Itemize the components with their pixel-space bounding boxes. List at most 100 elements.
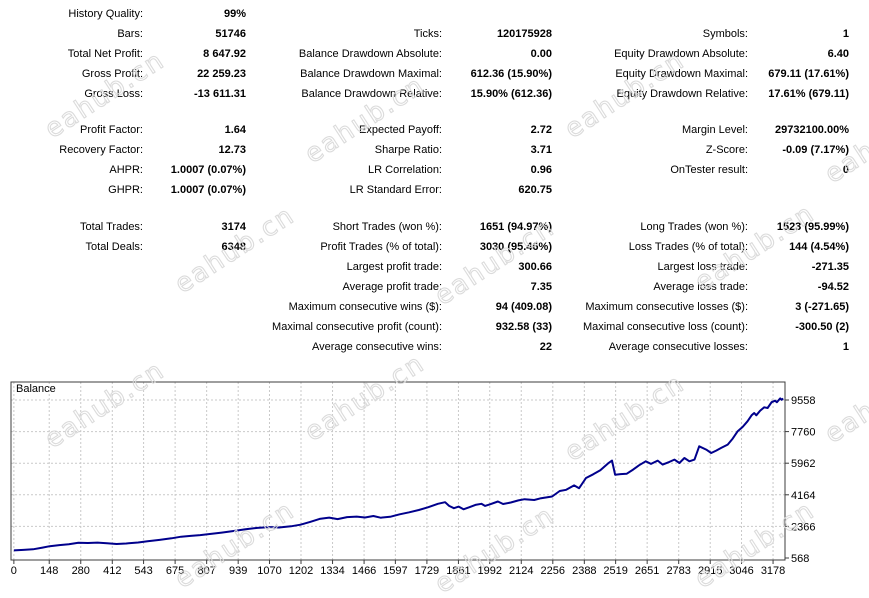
stat-label: Average profit trade: (342, 281, 442, 293)
stat-value: 144 (4.54%) (789, 241, 849, 253)
stats-block: Total Trades: 3174 Short Trades (won %): 16… (0, 217, 869, 357)
stat-row: Maximal consecutive profit (count): 932.5… (0, 317, 869, 337)
x-tick-label: 1070 (257, 565, 281, 577)
stat-value: 6348 (221, 241, 246, 253)
stat-value: 0 (842, 164, 849, 176)
y-tick-label: 9558 (791, 395, 815, 407)
y-tick-label: 4164 (791, 490, 815, 502)
stat-label: Symbols: (702, 28, 748, 40)
stat-row: Gross Profit: 22 259.23 Balance Drawdown M… (0, 64, 869, 84)
stat-label: Expected Payoff: (359, 124, 442, 136)
stat-value: 1 (842, 28, 849, 40)
stat-label: Largest loss trade: (657, 261, 749, 273)
stat-label: History Quality: (68, 8, 143, 20)
stat-value: 94 (409.08) (495, 301, 552, 313)
balance-line (13, 397, 784, 552)
stat-row: Largest profit trade: 300.66 Largest loss … (0, 257, 869, 277)
stat-value: 22 (539, 341, 552, 353)
x-tick-label: 280 (72, 565, 90, 577)
stat-label: Profit Trades (% of total): (320, 241, 442, 253)
chart-title: Balance (16, 383, 56, 395)
stat-label: GHPR: (108, 184, 143, 196)
stat-value: 99% (223, 8, 246, 20)
stat-row: Total Deals: 6348 Profit Trades (% of tota… (0, 237, 869, 257)
stat-label: Balance Drawdown Relative: (301, 88, 442, 100)
x-tick-label: 1334 (320, 565, 344, 577)
stat-label: Maximum consecutive wins ($): (288, 301, 442, 313)
stat-value: 1.0007 (0.07%) (170, 184, 246, 196)
x-tick-label: 148 (40, 565, 58, 577)
x-tick-label: 1861 (446, 565, 470, 577)
stat-label: Equity Drawdown Maximal: (615, 68, 748, 80)
stat-label: Average loss trade: (653, 281, 748, 293)
stat-row: Total Trades: 3174 Short Trades (won %): 16… (0, 217, 869, 237)
stat-label: Z-Score: (705, 144, 748, 156)
x-tick-label: 0 (11, 565, 17, 577)
stat-value: -0.09 (7.17%) (782, 144, 849, 156)
stat-row: Gross Loss: -13 611.31 Balance Drawdown Re… (0, 84, 869, 104)
stat-row: Recovery Factor: 12.73 Sharpe Ratio: 3.71 Z-… (0, 140, 869, 160)
x-tick-label: 3178 (761, 565, 785, 577)
stat-row: GHPR: 1.0007 (0.07%) LR Standard Error: 620… (0, 180, 869, 200)
stat-value: 7.35 (530, 281, 552, 293)
x-tick-label: 2519 (603, 565, 627, 577)
stat-value: 3.71 (530, 144, 552, 156)
x-tick-label: 807 (197, 565, 215, 577)
stat-row: Bars: 51746 Ticks: 120175928 Symbols: 1 (0, 24, 869, 44)
stat-label: Recovery Factor: (59, 144, 143, 156)
stat-value: 612.36 (15.90%) (470, 68, 552, 80)
stat-row: Total Net Profit: 8 647.92 Balance Drawdow… (0, 44, 869, 64)
stat-value: 1523 (95.99%) (776, 221, 849, 233)
stat-value: -13 611.31 (194, 88, 246, 100)
stat-label: Gross Profit: (81, 68, 143, 80)
stat-label: OnTester result: (670, 164, 748, 176)
stat-label: Maximal consecutive profit (count): (272, 321, 442, 333)
stat-value: 15.90% (612.36) (470, 88, 552, 100)
x-tick-label: 939 (229, 565, 247, 577)
stat-value: 1.0007 (0.07%) (170, 164, 246, 176)
x-tick-label: 675 (166, 565, 184, 577)
stat-value: 3 (-271.65) (795, 301, 849, 313)
stat-value: -94.52 (817, 281, 849, 293)
stats-block: Profit Factor: 1.64 Expected Payoff: 2.72 Ma… (0, 120, 869, 200)
x-tick-label: 1597 (383, 565, 407, 577)
y-tick-label: 5962 (791, 458, 815, 470)
stat-value: 2.72 (530, 124, 552, 136)
stat-label: Total Net Profit: (67, 48, 143, 60)
stat-value: 120175928 (496, 28, 552, 40)
stat-label: LR Correlation: (368, 164, 442, 176)
stat-row: Average profit trade: 7.35 Average loss tr… (0, 277, 869, 297)
stat-value: 6.40 (827, 48, 849, 60)
stat-value: 12.73 (218, 144, 246, 156)
stat-label: Bars: (117, 28, 143, 40)
stat-value: 300.66 (518, 261, 552, 273)
stat-label: Average consecutive losses: (608, 341, 748, 353)
x-tick-label: 1729 (415, 565, 439, 577)
stat-label: Total Trades: (80, 221, 143, 233)
stat-label: Margin Level: (681, 124, 748, 136)
stat-label: Gross Loss: (84, 88, 143, 100)
x-tick-label: 3046 (729, 565, 753, 577)
x-tick-label: 2124 (509, 565, 533, 577)
stat-label: Short Trades (won %): (332, 221, 442, 233)
y-tick-label: 2366 (791, 521, 815, 533)
stat-row: Maximum consecutive wins ($): 94 (409.08)… (0, 297, 869, 317)
x-tick-label: 1992 (477, 565, 501, 577)
stat-row: History Quality: 99% (0, 4, 869, 24)
plot-background (11, 382, 785, 560)
stat-value: 932.58 (33) (495, 321, 552, 333)
stat-value: 1 (842, 341, 849, 353)
stat-value: 8 647.92 (203, 48, 246, 60)
x-tick-label: 1466 (352, 565, 376, 577)
stats-table: History Quality: 99% Bars: 51746 Ticks: 12017… (0, 4, 869, 357)
stat-label: Long Trades (won %): (640, 221, 748, 233)
stat-row: AHPR: 1.0007 (0.07%) LR Correlation: 0.96 On… (0, 160, 869, 180)
stat-value: 679.11 (17.61%) (768, 68, 849, 80)
x-tick-label: 2256 (541, 565, 565, 577)
stat-label: Balance Drawdown Absolute: (298, 48, 442, 60)
y-tick-label: 568 (791, 553, 809, 565)
x-tick-label: 412 (103, 565, 121, 577)
stat-value: -271.35 (811, 261, 849, 273)
